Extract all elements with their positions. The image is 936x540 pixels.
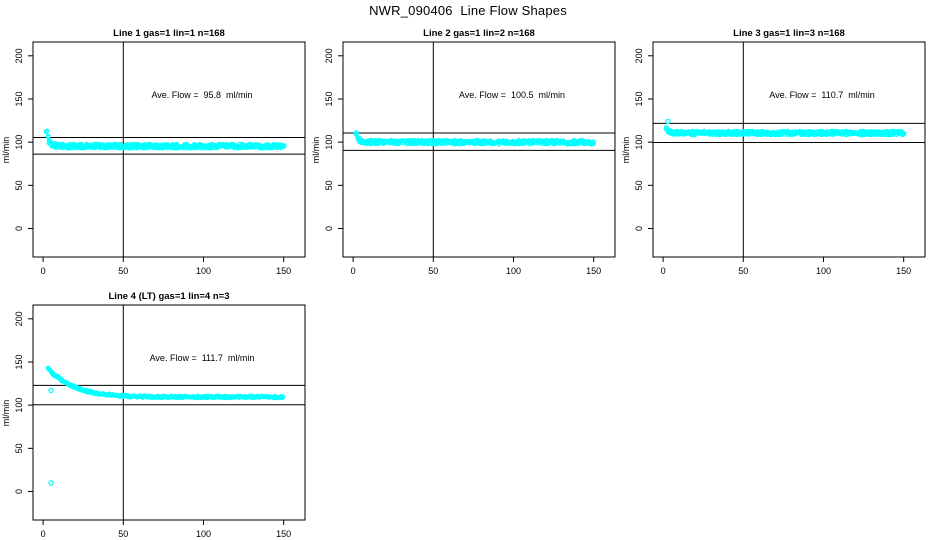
panel-line-4: Line 4 (LT) gas=1 lin=4 n=3 0 50 100 150 0 50… xyxy=(0,283,312,540)
svg-text:50: 50 xyxy=(634,180,644,190)
svg-text:50: 50 xyxy=(428,266,438,276)
svg-text:0: 0 xyxy=(324,226,334,231)
ave-flow-annotation: Ave. Flow = 95.8 ml/min xyxy=(151,90,252,100)
ave-flow-annotation: Ave. Flow = 111.7 ml/min xyxy=(150,353,255,363)
svg-text:100: 100 xyxy=(634,135,644,150)
svg-text:100: 100 xyxy=(324,135,334,150)
y-axis-label: ml/min xyxy=(311,137,321,164)
svg-text:200: 200 xyxy=(14,48,24,63)
svg-text:0: 0 xyxy=(41,529,46,539)
plot-graphics-3: 0 50 100 150 0 50 100 150 200 xyxy=(14,304,306,539)
main-title: NWR_090406 Line Flow Shapes xyxy=(369,3,567,18)
svg-text:100: 100 xyxy=(816,266,831,276)
y-axis-label: ml/min xyxy=(1,137,11,164)
svg-text:150: 150 xyxy=(276,266,291,276)
plot-line-4: Line 4 (LT) gas=1 lin=4 n=3 0 50 100 150 0 50… xyxy=(1,291,306,539)
svg-text:150: 150 xyxy=(586,266,601,276)
svg-text:50: 50 xyxy=(14,443,24,453)
ave-flow-annotation: Ave. Flow = 100.5 ml/min xyxy=(459,90,565,100)
svg-text:100: 100 xyxy=(196,266,211,276)
panel-line-2: Line 2 gas=1 lin=2 n=168 0 50 100 150 0 50 100… xyxy=(310,20,622,282)
svg-text:50: 50 xyxy=(118,529,128,539)
panel-line-1: Line 1 gas=1 lin=1 n=168 0 50 100 150 0 50 100… xyxy=(0,20,312,282)
panel-title: Line 4 (LT) gas=1 lin=4 n=3 xyxy=(109,291,230,302)
plot-line-3: Line 3 gas=1 lin=3 n=168 0 50 100 150 0 50 100… xyxy=(621,28,926,276)
plot-line-2: Line 2 gas=1 lin=2 n=168 0 50 100 150 0 50 100… xyxy=(311,28,616,276)
y-axis-label: ml/min xyxy=(1,400,11,427)
svg-text:150: 150 xyxy=(276,529,291,539)
svg-text:0: 0 xyxy=(41,266,46,276)
svg-text:150: 150 xyxy=(896,266,911,276)
svg-text:150: 150 xyxy=(634,91,644,106)
panel-title: Line 1 gas=1 lin=1 n=168 xyxy=(113,28,225,39)
svg-text:50: 50 xyxy=(324,180,334,190)
svg-text:100: 100 xyxy=(14,398,24,413)
ave-flow-annotation: Ave. Flow = 110.7 ml/min xyxy=(769,90,874,100)
y-axis-label: ml/min xyxy=(621,137,631,164)
plot-graphics-1: 0 50 100 150 0 50 100 150 200 xyxy=(324,41,616,276)
panel-title: Line 2 gas=1 lin=2 n=168 xyxy=(423,28,535,39)
svg-text:100: 100 xyxy=(506,266,521,276)
svg-text:150: 150 xyxy=(14,354,24,369)
plot-graphics-2: 0 50 100 150 0 50 100 150 200 xyxy=(634,41,926,276)
svg-text:0: 0 xyxy=(14,489,24,494)
plot-line-1: Line 1 gas=1 lin=1 n=168 0 50 100 150 0 50 100… xyxy=(1,28,306,276)
svg-text:150: 150 xyxy=(14,91,24,106)
plot-graphics-0: 0 50 100 150 0 50 100 150 200 xyxy=(14,41,306,276)
panel-title: Line 3 gas=1 lin=3 n=168 xyxy=(733,28,845,39)
svg-text:0: 0 xyxy=(634,226,644,231)
svg-text:0: 0 xyxy=(661,266,666,276)
svg-text:150: 150 xyxy=(324,91,334,106)
panel-line-3: Line 3 gas=1 lin=3 n=168 0 50 100 150 0 50 100… xyxy=(620,20,932,282)
svg-text:50: 50 xyxy=(118,266,128,276)
svg-text:100: 100 xyxy=(196,529,211,539)
svg-text:200: 200 xyxy=(14,311,24,326)
svg-text:50: 50 xyxy=(738,266,748,276)
svg-text:100: 100 xyxy=(14,135,24,150)
svg-text:50: 50 xyxy=(14,180,24,190)
svg-text:200: 200 xyxy=(324,48,334,63)
svg-text:200: 200 xyxy=(634,48,644,63)
svg-text:0: 0 xyxy=(14,226,24,231)
svg-text:0: 0 xyxy=(351,266,356,276)
